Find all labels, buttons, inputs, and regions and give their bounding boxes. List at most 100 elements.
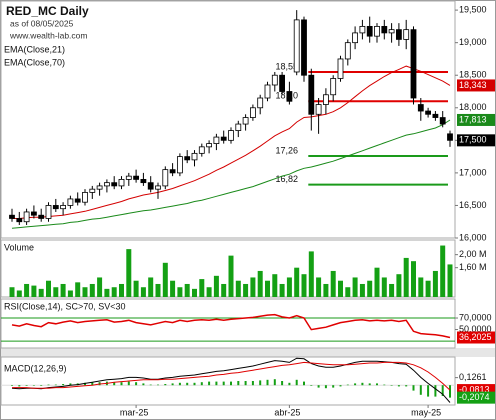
volume-bar xyxy=(148,277,154,297)
volume-bar xyxy=(162,262,168,297)
volume-bar xyxy=(119,283,124,297)
candle-body xyxy=(220,136,227,141)
histogram-bar xyxy=(303,381,305,386)
price-pane xyxy=(0,0,456,239)
histogram-bar xyxy=(361,382,364,386)
volume-bar xyxy=(170,280,176,297)
value-box-label: -0,2074 xyxy=(459,392,490,402)
histogram-bar xyxy=(230,381,232,386)
histogram-bar xyxy=(120,382,123,386)
volume-bar xyxy=(89,283,95,297)
candle-body xyxy=(23,211,30,223)
source: www.wealth-lab.com xyxy=(9,30,87,40)
macd-line xyxy=(11,357,451,403)
candle-body xyxy=(388,29,395,34)
volume-bar xyxy=(301,274,307,297)
candle-body xyxy=(425,110,432,115)
histogram-bar xyxy=(273,379,276,386)
candle-body xyxy=(337,58,344,79)
y-tick-label: 0,1261 xyxy=(459,372,487,382)
candle-body xyxy=(162,169,169,187)
candle-body xyxy=(279,74,286,92)
value-box xyxy=(457,113,495,126)
volume-bar xyxy=(104,288,110,297)
volume-bar xyxy=(425,280,431,297)
volume-bar xyxy=(381,277,387,297)
volume-bar xyxy=(447,264,453,297)
histogram-bar xyxy=(310,385,313,386)
candle-body xyxy=(213,136,220,144)
histogram-bar xyxy=(222,381,225,386)
pane-title: RSI(Close,14), SC>70, SV<30 xyxy=(4,301,126,311)
histogram-bar xyxy=(25,385,28,386)
candle-body xyxy=(447,133,453,141)
histogram-bar xyxy=(346,384,349,386)
histogram-bar xyxy=(427,385,430,397)
candle-body xyxy=(359,25,366,34)
volume-bar xyxy=(440,245,446,297)
candle-body xyxy=(191,152,198,161)
histogram-bar xyxy=(434,385,437,397)
volume-bar xyxy=(432,270,438,297)
histogram-bar xyxy=(18,385,21,387)
pane-title: Volume xyxy=(4,242,34,252)
y-tick-label: 17,000 xyxy=(459,167,487,177)
candle-body xyxy=(322,94,329,105)
histogram-bar xyxy=(419,385,422,395)
histogram-bar xyxy=(405,385,408,387)
volume-bar xyxy=(97,277,103,297)
candle-body xyxy=(206,143,213,148)
candle-body xyxy=(271,74,278,86)
histogram-bar xyxy=(171,383,174,386)
volume-bar xyxy=(265,280,270,297)
ema-line xyxy=(11,119,451,229)
candle-body xyxy=(257,97,264,109)
volume-bar xyxy=(192,288,197,297)
y-tick-label: 70,0000 xyxy=(459,312,492,322)
candle-body xyxy=(133,175,140,180)
candle-body xyxy=(104,182,110,187)
volume-bar xyxy=(330,270,336,297)
histogram-bar xyxy=(142,383,145,386)
value-box xyxy=(457,331,495,344)
volume-bar xyxy=(206,287,212,297)
candle-body xyxy=(45,205,52,219)
y-tick-label: 18,000 xyxy=(459,102,487,112)
value-box-label: -0,0813 xyxy=(459,384,490,394)
candle-body xyxy=(293,19,300,73)
volume-bar xyxy=(126,249,132,297)
candle-body xyxy=(315,104,322,115)
histogram-bar xyxy=(69,383,72,386)
candle-body xyxy=(366,25,373,37)
histogram-bar xyxy=(47,384,50,386)
histogram-bar xyxy=(368,383,371,386)
level-label: 18,55 xyxy=(275,61,298,71)
volume-bar xyxy=(308,251,314,297)
y-tick-label: 16,000 xyxy=(459,232,487,242)
candle-body xyxy=(439,117,446,125)
histogram-bar xyxy=(237,381,240,386)
histogram-bar xyxy=(186,382,189,386)
volume-bar xyxy=(367,280,373,297)
volume-bar xyxy=(38,288,44,297)
volume-bar xyxy=(155,283,161,297)
volume-bar xyxy=(286,277,292,297)
candle-body xyxy=(198,146,205,154)
candle-body xyxy=(125,175,132,180)
histogram-bar xyxy=(288,382,291,386)
candle-body xyxy=(403,29,410,40)
y-tick-label: 18,500 xyxy=(459,70,487,80)
histogram-bar xyxy=(266,379,269,386)
histogram-bar xyxy=(390,385,393,386)
value-box xyxy=(457,79,495,92)
histogram-bar xyxy=(441,385,444,396)
histogram-bar xyxy=(259,380,262,386)
candle-body xyxy=(374,25,380,37)
volume-bar xyxy=(31,285,37,297)
histogram-bar xyxy=(244,381,247,386)
candle-body xyxy=(249,107,256,118)
candle-body xyxy=(155,185,161,190)
volume-bar xyxy=(345,287,351,297)
value-box-label: 18,343 xyxy=(459,80,487,90)
y-tick-label: 19,000 xyxy=(459,37,487,47)
